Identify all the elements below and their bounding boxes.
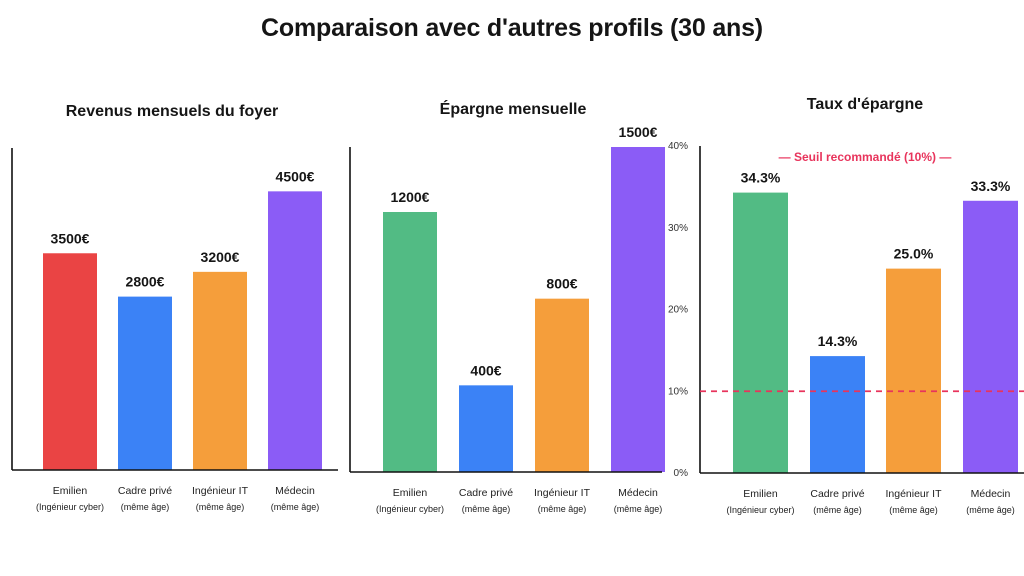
value-label: 14.3%: [818, 333, 858, 349]
chart-title: Épargne mensuelle: [440, 99, 587, 118]
y-tick-label: 10%: [668, 386, 688, 397]
category-label: Cadre privé: [810, 488, 864, 500]
category-sublabel: (même âge): [966, 505, 1015, 515]
category-label: Médecin: [971, 488, 1011, 500]
category-sublabel: (même âge): [813, 505, 862, 515]
bar: [611, 147, 665, 472]
category-label: Ingénieur IT: [192, 485, 249, 497]
value-label: 2800€: [126, 274, 165, 290]
category-sublabel: (Ingénieur cyber): [726, 505, 794, 515]
category-label: Cadre privé: [459, 487, 513, 499]
value-label: 1200€: [391, 189, 430, 205]
chart-title: Taux d'épargne: [807, 96, 924, 113]
category-sublabel: (même âge): [538, 504, 587, 514]
category-label: Médecin: [275, 485, 315, 497]
category-label: Emilien: [393, 487, 428, 499]
category-label: Cadre privé: [118, 485, 172, 497]
value-label: 1500€: [619, 124, 658, 140]
value-label: 25.0%: [894, 246, 934, 262]
bar: [459, 385, 513, 472]
y-tick-label: 40%: [668, 141, 688, 152]
category-label: Emilien: [53, 485, 88, 497]
bar: [193, 271, 247, 470]
category-sublabel: (Ingénieur cyber): [36, 502, 104, 512]
chart-3: Taux d'épargne 34.3% Emilien (Ingénieur cyb…: [668, 96, 1024, 515]
bar: [733, 192, 788, 473]
page-title: Comparaison avec d'autres profils (30 an…: [261, 14, 763, 42]
chart-2: Épargne mensuelle 1200€ Emilien (Ingénieur …: [349, 99, 665, 514]
value-label: 4500€: [276, 168, 315, 184]
category-sublabel: (même âge): [121, 502, 170, 512]
category-sublabel: (même âge): [462, 504, 511, 514]
value-label: 400€: [470, 362, 501, 378]
category-sublabel: (même âge): [614, 504, 663, 514]
bar: [886, 268, 941, 473]
category-sublabel: (Ingénieur cyber): [376, 504, 444, 514]
value-label: 800€: [546, 276, 577, 292]
threshold-label: — Seuil recommandé (10%) —: [779, 150, 952, 164]
category-label: Emilien: [743, 488, 778, 500]
value-label: 33.3%: [971, 178, 1011, 194]
y-tick-label: 0%: [674, 468, 689, 479]
y-tick-label: 30%: [668, 223, 688, 234]
bar: [535, 298, 589, 472]
category-sublabel: (même âge): [196, 502, 245, 512]
y-tick-label: 20%: [668, 305, 688, 316]
bar: [383, 212, 437, 472]
chart-title: Revenus mensuels du foyer: [66, 103, 279, 120]
bar: [43, 253, 97, 470]
bar: [118, 296, 172, 470]
category-label: Médecin: [618, 487, 658, 499]
value-label: 34.3%: [741, 170, 781, 186]
category-label: Ingénieur IT: [534, 487, 591, 499]
category-label: Ingénieur IT: [885, 488, 942, 500]
bar: [810, 356, 865, 473]
category-sublabel: (même âge): [889, 505, 938, 515]
bar: [963, 200, 1018, 473]
value-label: 3500€: [51, 230, 90, 246]
category-sublabel: (même âge): [271, 502, 320, 512]
value-label: 3200€: [201, 249, 240, 265]
bar: [268, 191, 322, 470]
chart-1: Revenus mensuels du foyer 3500€ Emilien (In…: [11, 103, 338, 512]
